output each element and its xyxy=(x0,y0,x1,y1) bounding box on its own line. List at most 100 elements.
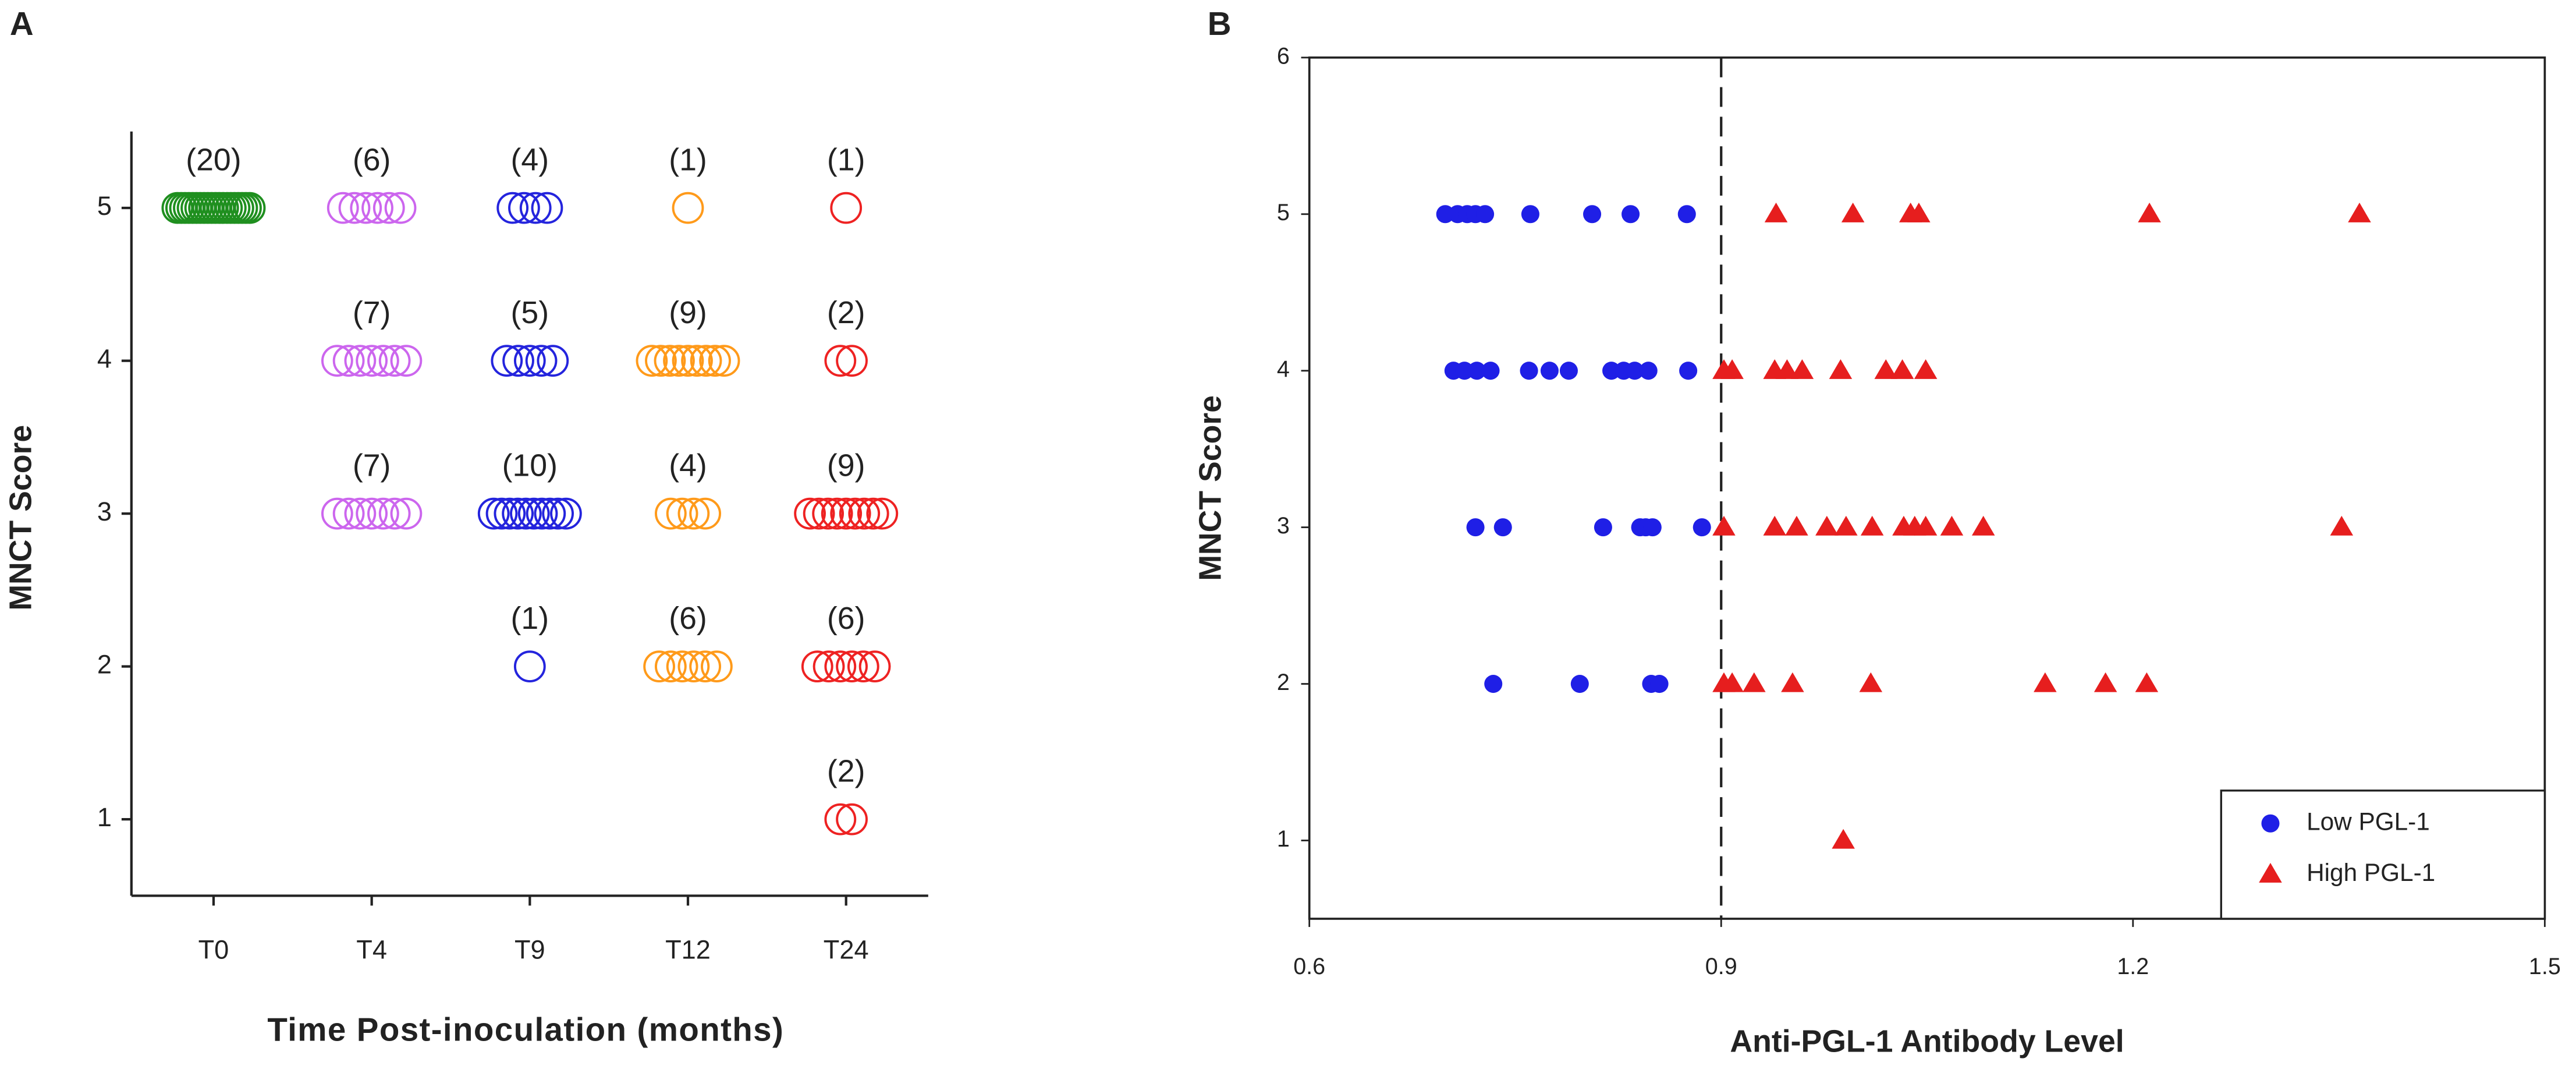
dot xyxy=(830,497,863,530)
dot xyxy=(689,497,722,530)
triangle-point xyxy=(1971,515,1995,536)
circle-point xyxy=(1540,362,1559,380)
dot xyxy=(513,345,546,377)
dot xyxy=(794,497,826,530)
circle-point xyxy=(1679,362,1698,380)
dot xyxy=(824,803,857,836)
count-label: (2) xyxy=(827,753,865,788)
dot xyxy=(821,497,853,530)
dot xyxy=(508,192,540,224)
triangle-point xyxy=(1781,672,1804,692)
dot xyxy=(801,650,833,683)
dot xyxy=(491,345,523,377)
dot xyxy=(830,192,863,224)
circle-point xyxy=(1476,205,1495,224)
circle-point xyxy=(1436,205,1454,224)
dot xyxy=(708,345,740,377)
dot xyxy=(477,497,510,530)
count-label: (1) xyxy=(511,601,549,636)
circle-point xyxy=(1559,362,1578,380)
dot xyxy=(496,192,529,224)
dot xyxy=(344,497,377,530)
count-label: (4) xyxy=(511,142,549,177)
count-label: (5) xyxy=(511,295,549,330)
dot xyxy=(672,345,704,377)
y-tick-label: 5 xyxy=(97,191,112,221)
circle-point xyxy=(1639,362,1658,380)
circle-point xyxy=(1626,362,1644,380)
triangle-point xyxy=(2034,672,2057,692)
legend-label: High PGL-1 xyxy=(2307,859,2435,886)
dot xyxy=(681,345,713,377)
y-tick-label: 3 xyxy=(97,497,112,526)
count-label: (6) xyxy=(669,601,707,636)
dot xyxy=(812,650,845,683)
y-tick-label: 1 xyxy=(97,802,112,832)
dot xyxy=(848,497,881,530)
dot xyxy=(485,497,518,530)
dot xyxy=(321,497,353,530)
triangle-point xyxy=(1907,203,1931,222)
y-tick-label: 4 xyxy=(1277,356,1290,382)
dot xyxy=(812,497,845,530)
dot xyxy=(378,345,411,377)
triangle-point xyxy=(1743,672,1766,692)
circle-point xyxy=(1650,675,1669,693)
triangle-point xyxy=(1832,829,1855,849)
circle-point xyxy=(1677,205,1696,224)
dot xyxy=(677,497,710,530)
legend-marker xyxy=(2261,814,2280,833)
y-axis-title: MNCT Score xyxy=(1193,395,1227,581)
circle-point xyxy=(1467,362,1486,380)
dot xyxy=(367,497,399,530)
count-label: (1) xyxy=(827,142,865,177)
triangle-point xyxy=(2330,515,2354,536)
triangle-point xyxy=(1763,515,1786,536)
dot xyxy=(847,650,879,683)
x-tick-label: 0.9 xyxy=(1705,954,1737,979)
dot xyxy=(839,497,871,530)
dot xyxy=(836,803,868,836)
dot xyxy=(836,345,868,377)
x-tick-label: T12 xyxy=(665,935,711,964)
dot xyxy=(663,345,695,377)
triangle-point xyxy=(1815,515,1839,536)
dot xyxy=(332,345,365,377)
dot xyxy=(531,192,563,224)
triangle-point xyxy=(1841,203,1865,222)
dot xyxy=(332,497,365,530)
dot xyxy=(510,497,542,530)
dot xyxy=(517,497,550,530)
triangle-point xyxy=(2138,203,2161,222)
dot xyxy=(526,497,558,530)
x-tick-label: T4 xyxy=(356,935,387,964)
dot xyxy=(857,497,889,530)
dot xyxy=(356,497,388,530)
dot xyxy=(701,650,733,683)
dot xyxy=(866,497,899,530)
dot xyxy=(361,192,393,224)
triangle-point xyxy=(1712,515,1736,536)
circle-point xyxy=(1521,205,1539,224)
dot xyxy=(384,192,417,224)
y-tick-label: 3 xyxy=(1277,513,1290,539)
triangle-point xyxy=(1764,203,1788,222)
x-tick-label: 1.5 xyxy=(2529,954,2561,979)
count-label: (9) xyxy=(827,448,865,483)
count-label: (9) xyxy=(669,295,707,330)
dot xyxy=(643,650,675,683)
triangle-point xyxy=(2094,672,2117,692)
dot xyxy=(372,192,405,224)
count-label: (10) xyxy=(502,448,558,483)
dot xyxy=(689,650,722,683)
triangle-point xyxy=(1914,515,1938,536)
dot xyxy=(378,497,411,530)
count-label: (2) xyxy=(827,295,865,330)
count-label: (7) xyxy=(353,295,391,330)
legend-box xyxy=(2220,790,2546,920)
dot xyxy=(321,345,353,377)
y-tick-label: 5 xyxy=(1277,200,1290,225)
circle-point xyxy=(1493,518,1512,537)
dot xyxy=(367,345,399,377)
dot xyxy=(654,497,687,530)
